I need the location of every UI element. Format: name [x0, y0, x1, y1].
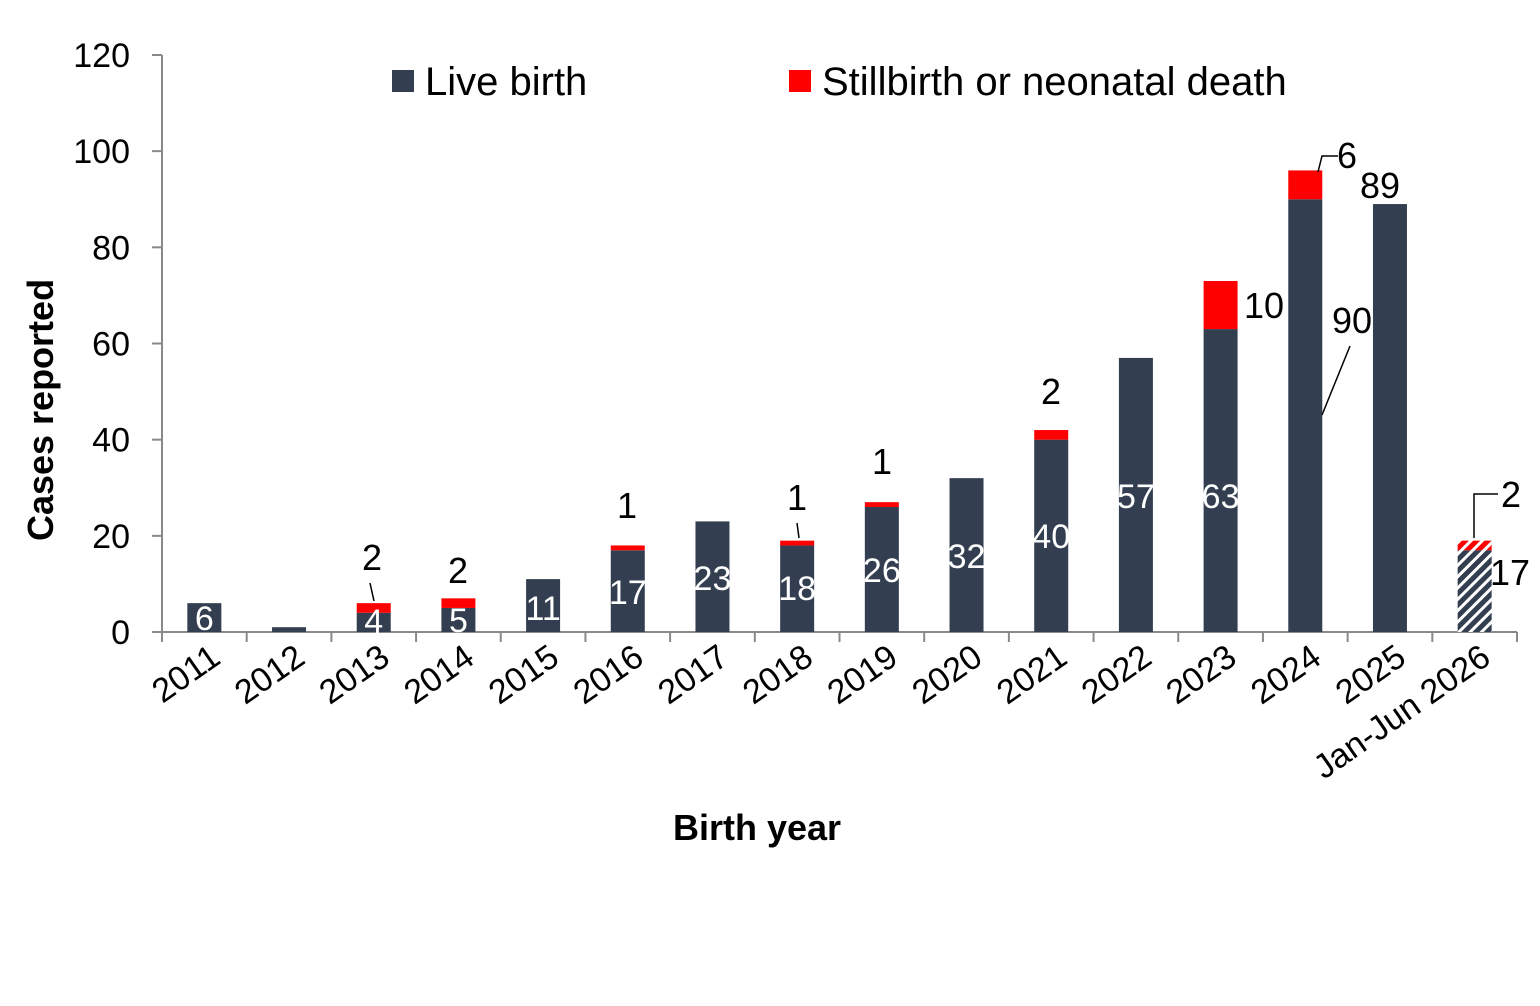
data-label-live-birth: 89 — [1360, 165, 1400, 206]
y-tick-label: 20 — [92, 518, 130, 556]
legend-label-live-birth: Live birth — [425, 60, 587, 104]
legend-swatch-live-birth — [392, 70, 414, 92]
x-axis-title: Birth year — [673, 807, 841, 848]
bar-live-birth — [187, 603, 222, 632]
leader-line — [369, 582, 375, 602]
data-label-live-birth: 6 — [195, 600, 214, 638]
x-tick-label: 2021 — [990, 637, 1074, 712]
bar-stillbirth — [1457, 540, 1492, 551]
data-label-live-birth: 57 — [1117, 478, 1155, 516]
x-tick-label: 2017 — [651, 637, 735, 712]
bar-live-birth — [1457, 550, 1492, 632]
data-label-live-birth: 17 — [1490, 552, 1530, 593]
leader-line — [1321, 345, 1351, 416]
data-label-live-birth: 17 — [609, 574, 647, 612]
bar-live-birth — [864, 506, 899, 632]
data-label-live-birth: 4 — [364, 603, 383, 641]
x-tick-label: 2018 — [736, 637, 820, 712]
bar-live-birth — [1288, 199, 1323, 632]
y-tick-label: 80 — [92, 229, 130, 267]
bar-live-birth — [1203, 329, 1238, 632]
y-tick-label: 60 — [92, 326, 130, 364]
x-tick-label: 2019 — [821, 637, 905, 712]
bar-stillbirth — [1288, 170, 1323, 200]
data-label-live-birth: 63 — [1202, 478, 1240, 516]
data-label-stillbirth: 2 — [362, 537, 382, 578]
x-tick-label: 2023 — [1159, 637, 1243, 712]
bar-live-birth — [1118, 357, 1153, 632]
x-tick-label: 2022 — [1075, 637, 1159, 712]
bar-stillbirth — [610, 545, 645, 551]
data-label-stillbirth: 2 — [1501, 474, 1521, 515]
data-label-live-birth: 11 — [525, 590, 560, 628]
y-tick-label: 120 — [73, 37, 130, 75]
bar-stillbirth — [1034, 430, 1069, 440]
bar-stillbirth — [864, 502, 899, 507]
y-tick-label: 100 — [73, 133, 130, 171]
y-axis-title: Cases reported — [20, 279, 61, 541]
leader-line — [1317, 155, 1338, 173]
bar-stillbirth — [1203, 280, 1238, 330]
x-tick-label: 2014 — [397, 637, 481, 712]
legend-swatch-stillbirth — [789, 70, 811, 92]
x-tick-label: 2016 — [567, 637, 651, 712]
data-label-live-birth: 26 — [863, 552, 901, 590]
bar-live-birth — [1034, 439, 1069, 632]
leader-lines — [369, 155, 1498, 602]
bar-live-birth — [949, 478, 984, 632]
legend: Live birth Stillbirth or neonatal death — [392, 60, 1287, 104]
leader-line — [1473, 493, 1498, 538]
bar-live-birth — [780, 545, 815, 632]
bar-live-birth — [356, 612, 391, 632]
x-tick-label: 2011 — [145, 637, 227, 710]
bar-live-birth — [272, 627, 307, 632]
data-label-stillbirth: 1 — [787, 477, 807, 518]
data-label-live-birth: 40 — [1032, 518, 1070, 556]
data-label-stillbirth: 1 — [872, 441, 892, 482]
x-tick-label: 2012 — [228, 637, 312, 712]
x-tick-label: 2020 — [905, 637, 989, 712]
data-label-stillbirth: 6 — [1337, 135, 1357, 176]
data-label-stillbirth: 10 — [1244, 285, 1284, 326]
leader-line — [796, 522, 800, 539]
bar-live-birth — [526, 579, 561, 632]
bar-stillbirth — [441, 598, 476, 608]
bar-live-birth — [695, 521, 730, 632]
y-tick-label: 40 — [92, 422, 130, 460]
data-label-stillbirth: 2 — [448, 550, 468, 591]
y-tick-label: 0 — [111, 614, 130, 652]
bars — [187, 170, 1492, 632]
data-label-stillbirth: 1 — [617, 485, 637, 526]
x-tick-label: 2013 — [313, 637, 397, 712]
data-label-stillbirth: 2 — [1041, 371, 1061, 412]
data-label-live-birth: 32 — [948, 538, 986, 576]
data-label-live-birth: 23 — [694, 560, 732, 598]
bar-live-birth — [1372, 204, 1407, 632]
data-label-live-birth: 90 — [1332, 300, 1372, 341]
bar-stillbirth — [780, 540, 815, 546]
x-tick-label: 2024 — [1244, 637, 1328, 712]
bar-live-birth — [610, 550, 645, 632]
data-label-live-birth: 5 — [449, 602, 468, 640]
x-tick-label: 2015 — [482, 637, 566, 712]
bar-stillbirth — [356, 603, 391, 613]
bar-live-birth — [441, 607, 476, 632]
legend-label-stillbirth: Stillbirth or neonatal death — [822, 60, 1287, 104]
data-label-live-birth: 18 — [778, 570, 816, 608]
